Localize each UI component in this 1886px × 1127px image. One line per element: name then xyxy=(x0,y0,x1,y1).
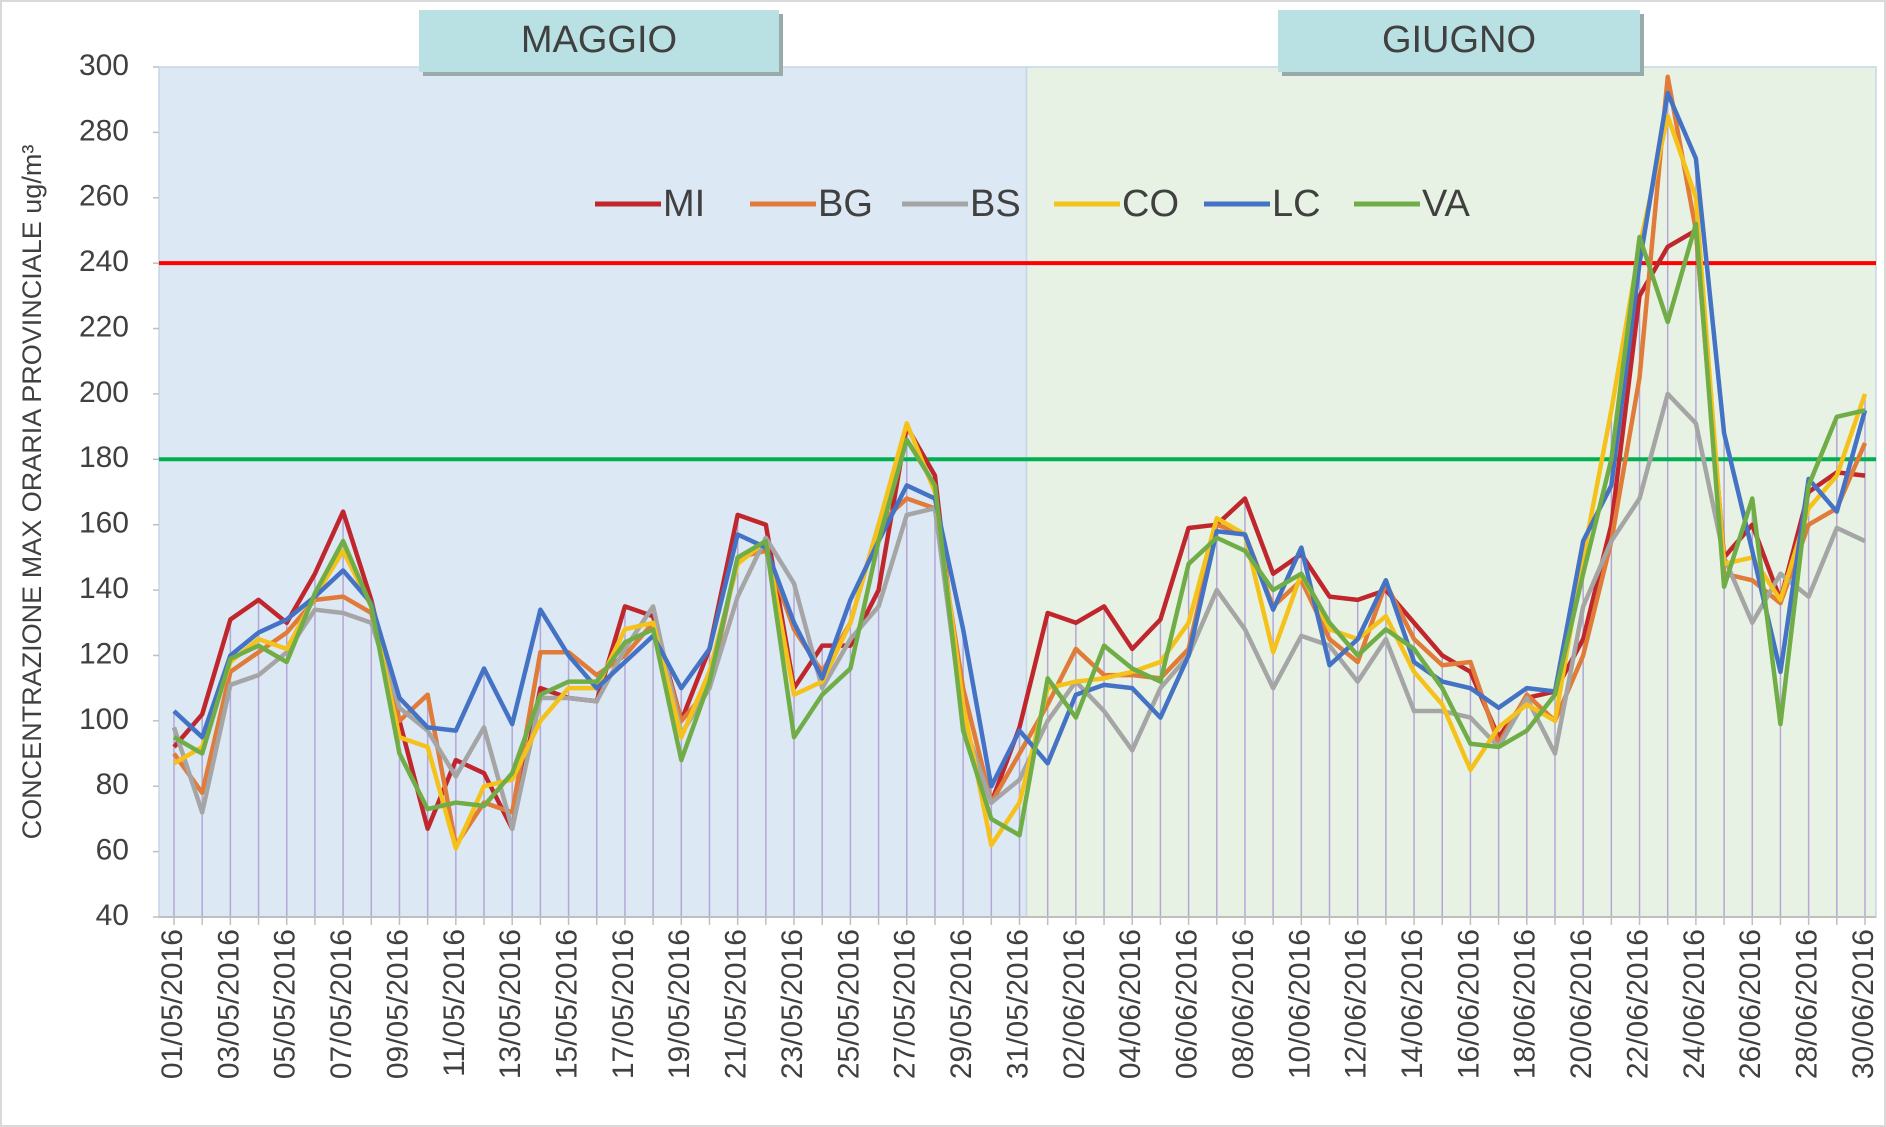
x-tick-label: 24/06/2016 xyxy=(1678,929,1711,1079)
x-tick-label: 21/05/2016 xyxy=(720,929,753,1079)
x-tick-label: 07/05/2016 xyxy=(325,929,358,1079)
x-tick-label: 25/05/2016 xyxy=(832,929,865,1079)
x-tick-label: 01/05/2016 xyxy=(156,929,189,1079)
month-label: GIUGNO xyxy=(1382,19,1536,61)
x-tick-label: 09/05/2016 xyxy=(381,929,414,1079)
x-tick-label: 16/06/2016 xyxy=(1452,929,1485,1079)
x-tick-label: 18/06/2016 xyxy=(1509,929,1542,1079)
y-axis-label: CONCENTRAZIONE MAX ORARIA PROVINCIALE ug… xyxy=(17,145,47,840)
month-box xyxy=(1278,10,1640,72)
y-tick-label: 100 xyxy=(79,703,129,736)
series-line xyxy=(171,391,1866,831)
month-box xyxy=(419,10,779,72)
legend-label: VA xyxy=(1422,183,1471,225)
x-tick-label: 14/06/2016 xyxy=(1396,929,1429,1079)
y-tick-label: 40 xyxy=(96,899,129,932)
x-tick-label: 05/05/2016 xyxy=(269,929,302,1079)
y-tick-label: 140 xyxy=(79,572,129,605)
y-tick-label: 200 xyxy=(79,376,129,409)
x-tick-label: 08/06/2016 xyxy=(1227,929,1260,1079)
x-tick-label: 12/06/2016 xyxy=(1340,929,1373,1079)
x-tick-label: 19/05/2016 xyxy=(663,929,696,1079)
y-tick-label: 60 xyxy=(96,834,129,867)
x-tick-label: 17/05/2016 xyxy=(607,929,640,1079)
y-tick-label: 180 xyxy=(79,441,129,474)
series-line xyxy=(172,221,1866,838)
x-tick-label: 22/06/2016 xyxy=(1621,929,1654,1079)
legend-label: BS xyxy=(970,183,1021,225)
x-tick-label: 28/06/2016 xyxy=(1791,929,1824,1079)
x-tick-label: 02/06/2016 xyxy=(1058,929,1091,1079)
x-tick-label: 26/06/2016 xyxy=(1734,929,1767,1079)
x-tick-label: 31/05/2016 xyxy=(1001,929,1034,1079)
month-label: MAGGIO xyxy=(521,19,677,61)
x-tick-label: 10/06/2016 xyxy=(1283,929,1316,1079)
x-tick-label: 06/06/2016 xyxy=(1171,929,1204,1079)
y-tick-label: 160 xyxy=(79,507,129,540)
y-tick-label: 80 xyxy=(96,768,129,801)
y-tick-label: 300 xyxy=(79,49,129,82)
x-tick-label: 20/06/2016 xyxy=(1565,929,1598,1079)
legend-label: CO xyxy=(1122,183,1179,225)
x-tick-label: 23/05/2016 xyxy=(776,929,809,1079)
y-tick-label: 220 xyxy=(79,310,129,343)
series-line xyxy=(172,113,1868,851)
y-tick-label: 280 xyxy=(79,114,129,147)
x-tick-label: 15/05/2016 xyxy=(550,929,583,1079)
legend-label: MI xyxy=(663,183,705,225)
y-tick-label: 240 xyxy=(79,245,129,278)
y-tick-label: 260 xyxy=(79,180,129,213)
x-tick-label: 29/05/2016 xyxy=(945,929,978,1079)
y-tick-label: 120 xyxy=(79,637,129,670)
x-tick-label: 13/05/2016 xyxy=(494,929,527,1079)
month-region xyxy=(1025,66,1877,918)
legend-label: BG xyxy=(818,183,873,225)
x-tick-label: 11/05/2016 xyxy=(438,929,471,1077)
x-tick-label: 30/06/2016 xyxy=(1847,929,1880,1079)
series-line xyxy=(172,228,1866,831)
x-tick-label: 27/05/2016 xyxy=(889,929,922,1079)
series-line xyxy=(172,90,1868,789)
legend-label: LC xyxy=(1272,183,1321,225)
x-tick-label: 03/05/2016 xyxy=(212,929,245,1079)
x-tick-label: 04/06/2016 xyxy=(1114,929,1147,1079)
